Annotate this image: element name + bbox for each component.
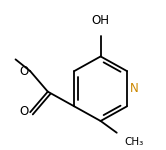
Text: CH₃: CH₃ [124, 137, 143, 147]
Text: O: O [20, 65, 29, 78]
Text: N: N [130, 82, 139, 95]
Text: O: O [20, 105, 29, 118]
Text: OH: OH [92, 14, 110, 27]
